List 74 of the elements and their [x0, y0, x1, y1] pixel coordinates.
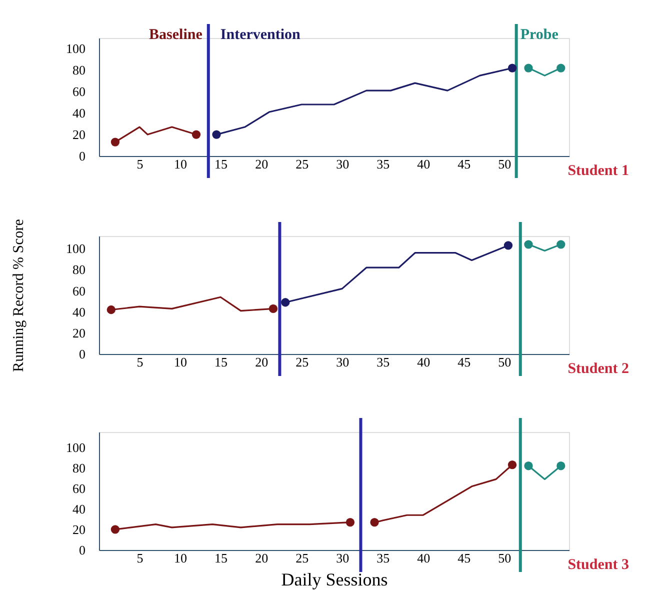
x-tick-label: 10 — [174, 354, 188, 370]
x-tick-label: 5 — [136, 156, 144, 172]
x-tick-label: 50 — [498, 354, 512, 370]
point — [268, 304, 278, 314]
x-tick-label: 30 — [336, 550, 350, 566]
y-tick-label: 80 — [72, 262, 86, 278]
y-axis-title: Running Record % Score — [11, 218, 27, 372]
x-tick-label: 10 — [174, 156, 188, 172]
x-tick-label: 25 — [296, 156, 309, 172]
y-tick-label: 60 — [72, 84, 86, 100]
x-tick-label: 45 — [458, 156, 471, 172]
y-tick-label: 20 — [72, 325, 86, 340]
y-tick-label: 0 — [79, 542, 86, 558]
x-tick-label: 35 — [376, 156, 390, 172]
x-tick-label: 40 — [417, 156, 430, 172]
point — [508, 460, 517, 470]
y-tick-label: 80 — [72, 62, 86, 78]
x-tick-label: 50 — [498, 156, 512, 172]
y-tick-label: 40 — [72, 304, 86, 320]
x-tick-label: 45 — [458, 354, 471, 370]
x-tick-label: 20 — [255, 156, 268, 172]
x-tick-label: 25 — [296, 550, 309, 566]
point — [524, 64, 533, 72]
point — [524, 240, 533, 249]
x-tick-label: 10 — [174, 550, 188, 566]
point — [556, 240, 566, 249]
point — [192, 130, 201, 139]
y-tick-label: 100 — [66, 241, 86, 256]
x-tick-label: 35 — [376, 550, 390, 566]
y-tick-label: 20 — [72, 522, 86, 537]
y-tick-label: 60 — [72, 480, 86, 496]
y-tick-label: 60 — [72, 283, 86, 298]
y-tick-label: 0 — [79, 148, 86, 164]
y-tick-label: 0 — [79, 346, 86, 362]
x-axis-title: Daily Sessions — [281, 570, 388, 590]
text: Student 1 — [568, 163, 629, 179]
point — [110, 138, 120, 146]
series-label: Probe — [520, 27, 559, 43]
text: Baseline — [149, 27, 203, 43]
point — [370, 518, 379, 527]
point — [504, 241, 513, 250]
y-tick-label: 40 — [72, 106, 86, 121]
point — [524, 462, 533, 470]
x-tick-label: 15 — [214, 550, 228, 566]
x-tick-label: 30 — [336, 354, 350, 370]
x-tick-label: 45 — [458, 550, 471, 566]
text: Student 2 — [568, 361, 629, 377]
x-tick-label: 5 — [136, 354, 144, 370]
point — [106, 305, 116, 314]
x-tick-label: 15 — [214, 156, 228, 172]
x-tick-label: 5 — [136, 550, 144, 566]
point — [556, 462, 566, 470]
x-tick-label: 20 — [255, 550, 268, 566]
x-tick-label: 35 — [376, 354, 390, 370]
point — [110, 525, 120, 534]
point — [212, 130, 221, 139]
y-tick-label: 20 — [72, 127, 86, 142]
x-tick-label: 25 — [296, 354, 309, 370]
y-tick-label: 40 — [72, 501, 86, 516]
x-tick-label: 40 — [417, 550, 430, 566]
text: Intervention — [220, 27, 302, 43]
point — [556, 64, 566, 72]
point — [346, 518, 355, 527]
y-tick-label: 100 — [66, 440, 86, 455]
point — [281, 298, 290, 307]
point — [508, 64, 517, 72]
text: Student 3 — [568, 557, 629, 573]
x-tick-label: 15 — [214, 354, 228, 370]
y-tick-label: 80 — [72, 460, 86, 476]
x-tick-label: 50 — [498, 550, 512, 566]
y-tick-label: 100 — [66, 41, 86, 56]
x-tick-label: 20 — [255, 354, 268, 370]
x-tick-label: 40 — [417, 354, 430, 370]
x-tick-label: 30 — [336, 156, 350, 172]
